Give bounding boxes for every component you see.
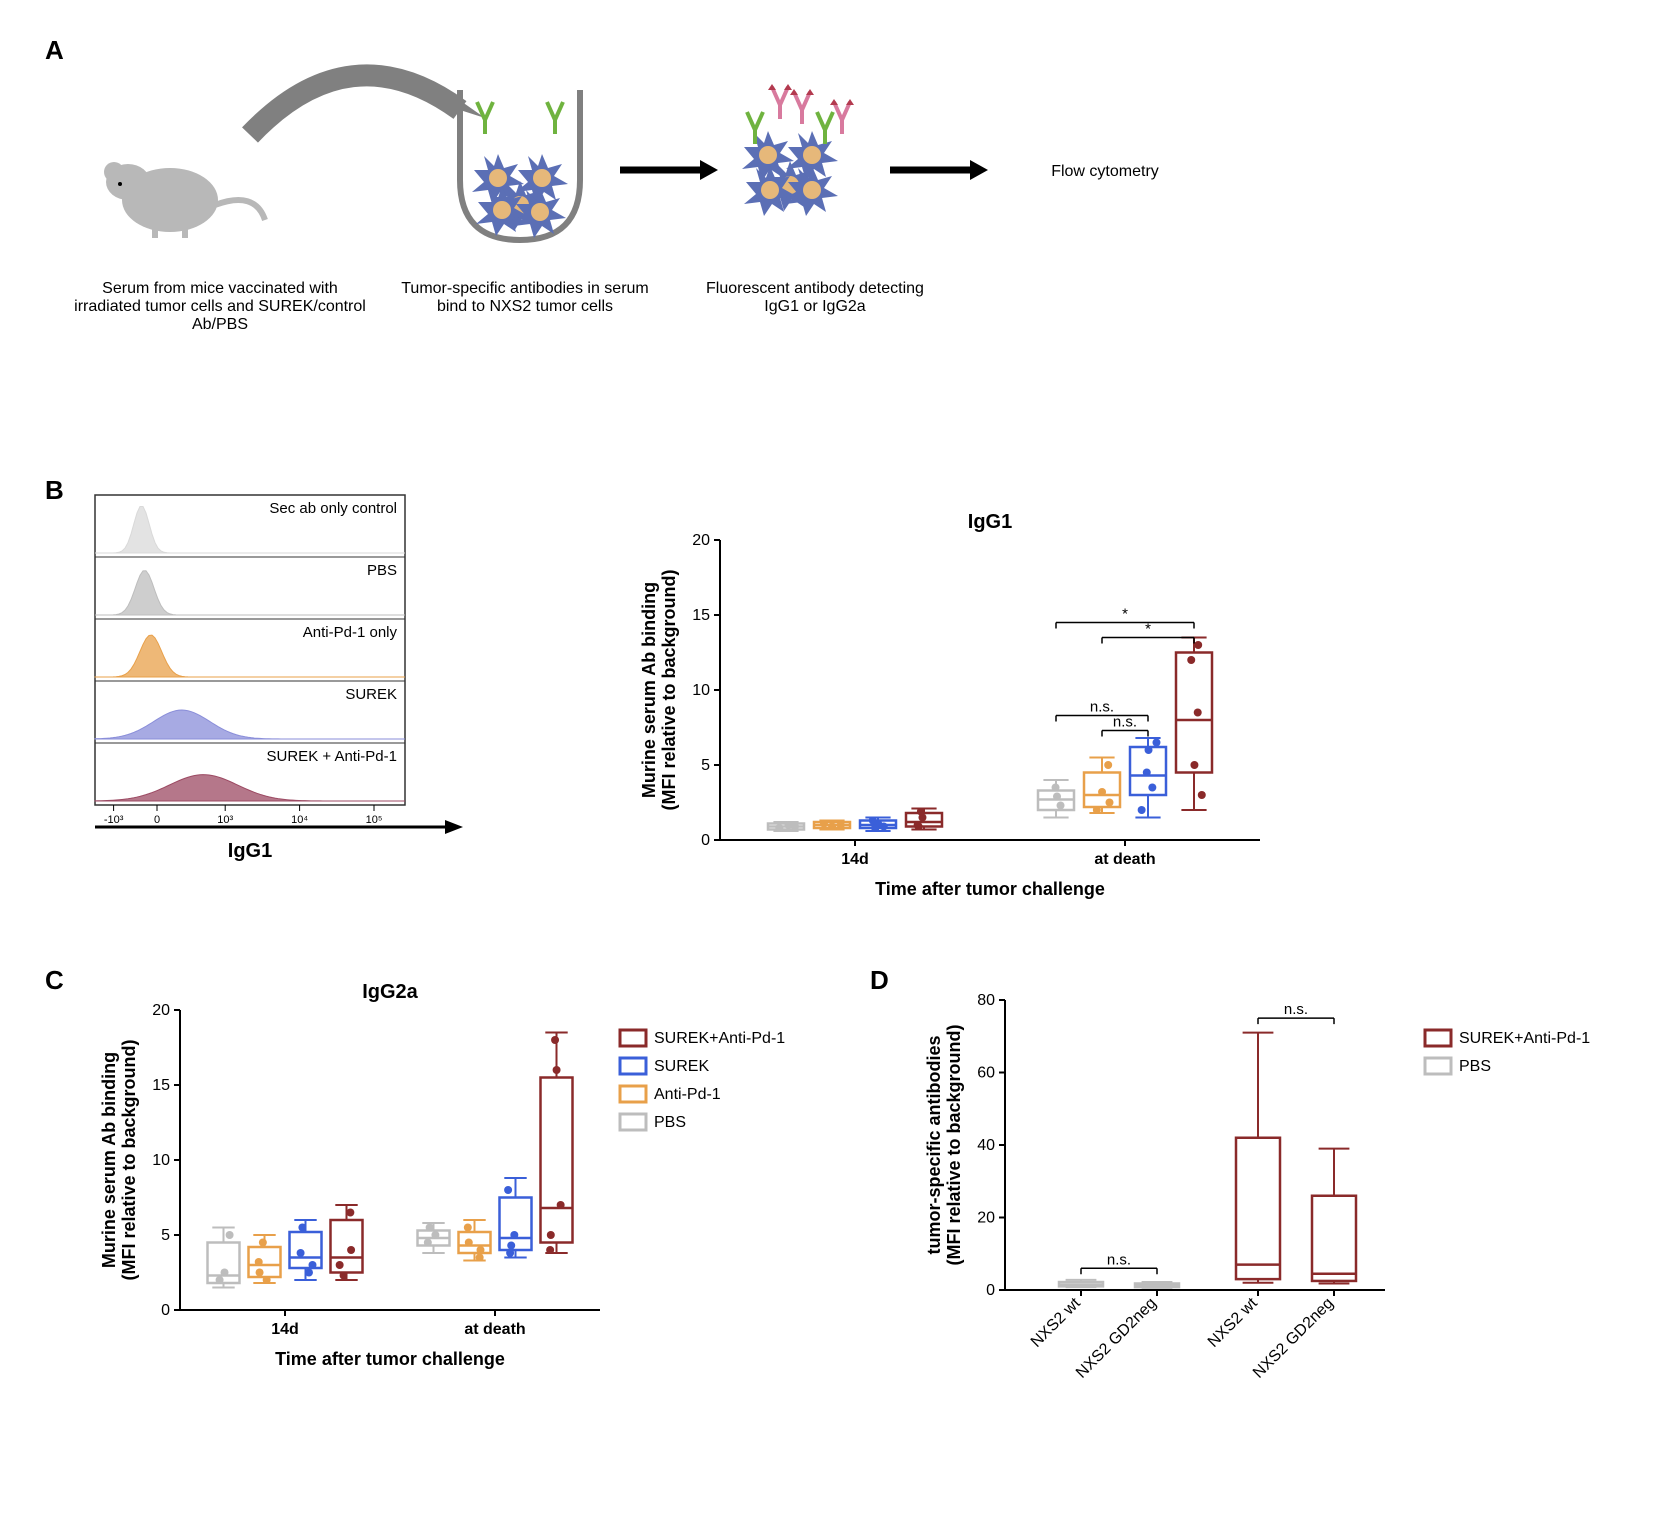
svg-text:20: 20 xyxy=(152,1002,170,1019)
panel-a-label: A xyxy=(45,35,64,66)
svg-text:14d: 14d xyxy=(841,851,869,868)
svg-text:at death: at death xyxy=(1094,851,1155,868)
svg-text:PBS: PBS xyxy=(654,1114,686,1131)
svg-text:10: 10 xyxy=(152,1152,170,1169)
svg-text:5: 5 xyxy=(701,757,710,774)
panel-a-caption-4: Flow cytometry xyxy=(1015,163,1195,181)
svg-text:5: 5 xyxy=(161,1227,170,1244)
svg-text:40: 40 xyxy=(977,1137,995,1154)
svg-text:-10³: -10³ xyxy=(104,814,124,826)
svg-text:10³: 10³ xyxy=(217,814,233,826)
svg-text:PBS: PBS xyxy=(367,562,397,579)
svg-text:*: * xyxy=(1122,606,1128,623)
svg-text:SUREK + Anti-Pd-1: SUREK + Anti-Pd-1 xyxy=(267,748,397,765)
svg-text:at death: at death xyxy=(464,1321,525,1338)
svg-text:15: 15 xyxy=(152,1077,170,1094)
svg-text:n.s.: n.s. xyxy=(1090,699,1114,716)
panel-a-caption-2: Tumor-specific antibodies in serum bind … xyxy=(400,280,650,316)
svg-text:Anti-Pd-1: Anti-Pd-1 xyxy=(654,1086,721,1103)
svg-text:0: 0 xyxy=(986,1282,995,1299)
svg-text:Murine serum Ab binding(MFI re: Murine serum Ab binding(MFI relative to … xyxy=(99,1039,139,1280)
svg-text:10⁵: 10⁵ xyxy=(366,814,383,826)
svg-text:15: 15 xyxy=(692,607,710,624)
svg-text:IgG1: IgG1 xyxy=(968,511,1012,533)
svg-text:80: 80 xyxy=(977,992,995,1009)
svg-text:60: 60 xyxy=(977,1065,995,1082)
svg-text:n.s.: n.s. xyxy=(1284,1001,1308,1018)
svg-text:Time after tumor challenge: Time after tumor challenge xyxy=(275,1349,505,1369)
panel-a-caption-1: Serum from mice vaccinated with irradiat… xyxy=(70,280,370,334)
svg-text:10: 10 xyxy=(692,682,710,699)
svg-text:SUREK+Anti-Pd-1: SUREK+Anti-Pd-1 xyxy=(654,1030,785,1047)
svg-text:n.s.: n.s. xyxy=(1113,714,1137,731)
svg-text:14d: 14d xyxy=(271,1321,299,1338)
svg-text:10⁴: 10⁴ xyxy=(291,814,308,826)
svg-text:IgG1: IgG1 xyxy=(228,840,272,862)
panel-d-label: D xyxy=(870,965,889,996)
svg-text:20: 20 xyxy=(977,1210,995,1227)
panel-c-label: C xyxy=(45,965,64,996)
svg-text:Sec ab only control: Sec ab only control xyxy=(269,500,397,517)
svg-text:0: 0 xyxy=(154,814,160,826)
svg-text:Time after tumor challenge: Time after tumor challenge xyxy=(875,879,1105,899)
svg-text:SUREK: SUREK xyxy=(654,1058,709,1075)
svg-text:NXS2 GD2neg: NXS2 GD2neg xyxy=(1250,1295,1337,1382)
svg-text:0: 0 xyxy=(161,1302,170,1319)
svg-text:20: 20 xyxy=(692,532,710,549)
panel-b-histogram: Sec ab only control PBS Anti-Pd-1 only SURE… xyxy=(85,485,515,905)
svg-text:tumor-specific antibodies(MFI: tumor-specific antibodies(MFI relative t… xyxy=(924,1024,964,1265)
panel-a-caption-3: Fluorescent antibody detecting IgG1 or I… xyxy=(690,280,940,316)
panel-c-boxplot: 0 5 10 15 20 Murine serum Ab binding(MFI rela… xyxy=(70,970,830,1390)
svg-text:NXS2 GD2neg: NXS2 GD2neg xyxy=(1073,1295,1160,1382)
svg-text:SUREK: SUREK xyxy=(345,686,397,703)
svg-text:*: * xyxy=(1145,621,1151,638)
svg-text:NXS2 wt: NXS2 wt xyxy=(1028,1294,1084,1350)
svg-text:SUREK+Anti-Pd-1: SUREK+Anti-Pd-1 xyxy=(1459,1030,1590,1047)
panel-d-boxplot: 0 20 40 60 80 tumor-specific antibodies(MFI r… xyxy=(895,970,1615,1430)
svg-text:n.s.: n.s. xyxy=(1107,1251,1131,1268)
panel-b-boxplot: 0 5 10 15 20 Murine serum Ab binding(MFI rela… xyxy=(620,500,1320,910)
svg-text:IgG2a: IgG2a xyxy=(362,981,418,1003)
svg-text:Murine serum Ab binding(MFI re: Murine serum Ab binding(MFI relative to … xyxy=(639,569,679,810)
svg-text:Anti-Pd-1 only: Anti-Pd-1 only xyxy=(303,624,398,641)
svg-text:NXS2 wt: NXS2 wt xyxy=(1205,1294,1261,1350)
svg-text:PBS: PBS xyxy=(1459,1058,1491,1075)
svg-text:0: 0 xyxy=(701,832,710,849)
panel-b-label: B xyxy=(45,475,64,506)
